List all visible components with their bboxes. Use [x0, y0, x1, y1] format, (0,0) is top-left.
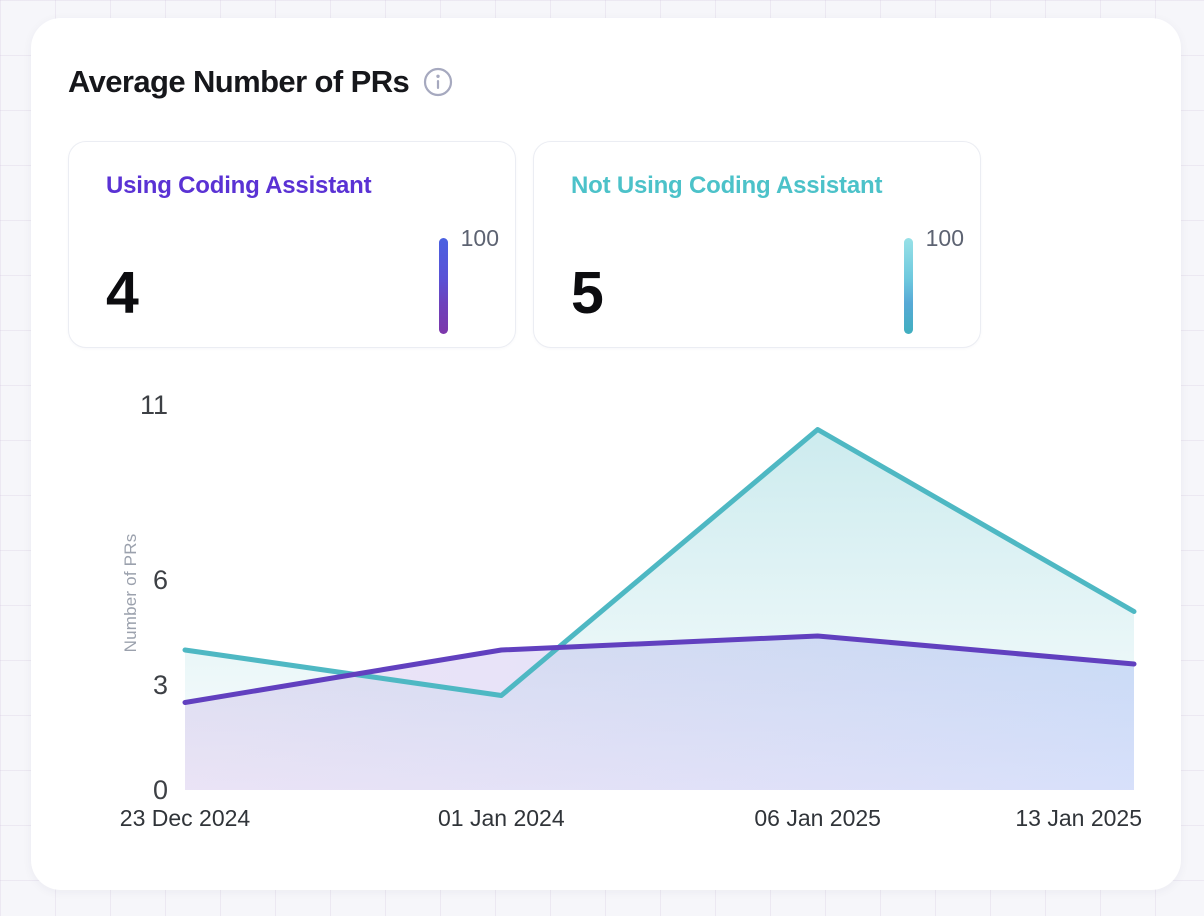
x-axis-label: 01 Jan 2024	[438, 805, 565, 831]
gauge-bar-icon	[438, 238, 448, 334]
y-axis-tick-label: 6	[152, 565, 168, 595]
stat-gauge: 100	[438, 225, 499, 334]
stat-value: 4	[106, 260, 139, 326]
gauge-max-label: 100	[460, 225, 499, 251]
gauge-max-label: 100	[925, 225, 964, 251]
chart-plot[interactable]	[180, 400, 1137, 794]
prs-area-chart: Number of PRs 0 3 6 11 23 Dec 2024 01 Jan 20…	[31, 18, 1181, 890]
stat-card-using-coding-assistant: Using Coding Assistant 4 100	[68, 141, 516, 348]
stat-label: Using Coding Assistant	[106, 172, 372, 199]
x-axis-label: 23 Dec 2024	[119, 805, 251, 831]
page-title: Average Number of PRs	[68, 64, 410, 99]
using-series-line	[182, 633, 1137, 705]
stat-card-not-using-coding-assistant: Not Using Coding Assistant 5 100	[533, 141, 981, 348]
stat-label: Not Using Coding Assistant	[571, 172, 883, 199]
stats-row: Using Coding Assistant 4 100 Not Using C…	[68, 141, 981, 348]
y-axis-tick-label: 0	[152, 775, 168, 805]
x-axis-label: 13 Jan 2025	[1015, 805, 1142, 831]
x-axis-label: 06 Jan 2025	[754, 805, 881, 831]
gauge-bar-icon	[903, 238, 913, 334]
stat-value: 5	[571, 260, 604, 326]
not-using-series-line	[182, 427, 1137, 698]
stat-gauge: 100	[903, 225, 964, 334]
y-axis-tick-label: 3	[152, 670, 168, 700]
average-prs-card: Average Number of PRs Using Coding Assis…	[31, 18, 1181, 890]
y-axis-tick-label: 11	[139, 390, 168, 420]
using-series-area	[185, 636, 1134, 790]
info-icon[interactable]	[423, 67, 453, 97]
card-header: Average Number of PRs	[68, 64, 453, 100]
